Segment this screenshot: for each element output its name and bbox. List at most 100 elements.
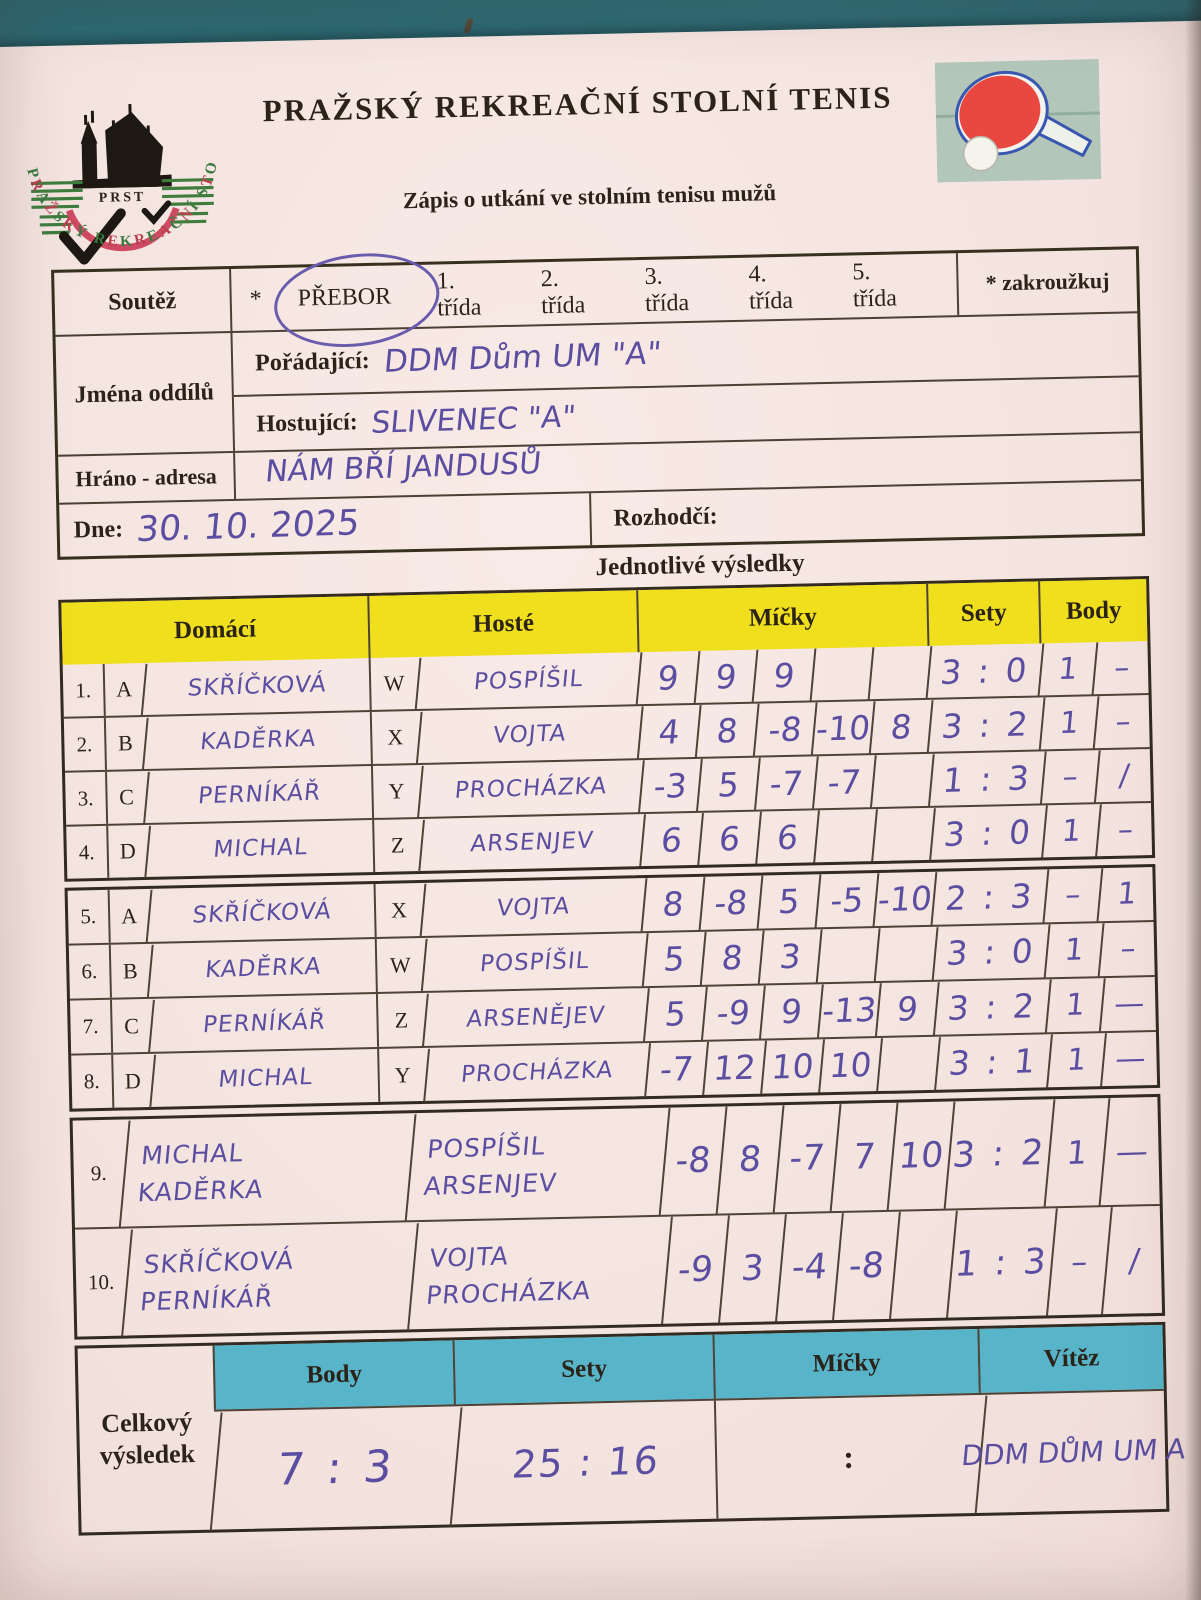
ball-score: 6 [697,811,761,866]
body-home: – [1042,867,1102,923]
ball-score [809,646,873,701]
sets-score: 3 : 0 [925,642,1043,699]
home-pair-player2: PERNÍKÁŘ [138,1282,275,1316]
visiting-label: Hostující: [256,408,359,437]
ball-score: 8 [699,930,763,986]
home-player-letter: B [108,943,150,998]
logo-abbr: PRST [99,190,147,206]
match-number: 10. [87,1269,115,1295]
ball-score: -7 [811,754,875,809]
guest-pair-names: POSPÍŠIL ARSENJEV [404,1106,669,1222]
date-label: Dne: [73,515,124,543]
guest-player-letter: Y [377,1047,427,1102]
ball-score: -7 [772,1103,840,1213]
home-player-letter: D [106,824,148,878]
venue-value: NÁM BŘÍ JANDUSŮ [263,445,543,490]
castle-silhouette [72,104,172,189]
match-number: 4. [78,839,95,864]
team-names-label: Jména oddílů [74,378,215,408]
summary-label: Celkový výsledek [78,1346,217,1533]
doc-title: Zápis o utkání ve stolním tenisu mužů [402,180,777,214]
circle-instruction-note: * zakroužkuj [955,249,1138,316]
ball-score [869,753,933,808]
sets-score: 3 : 2 [932,978,1050,1036]
match-number: 8. [83,1069,100,1094]
ball-score: 9 [693,649,757,704]
body-guest: — [1098,976,1158,1032]
ball-score [815,927,879,983]
home-player-name: MICHAL [149,1047,381,1108]
home-player-letter: A [107,888,149,943]
body-guest: — [1098,1096,1164,1206]
guest-pair-player2: ARSENJEV [422,1167,559,1201]
small-check-mark [141,200,172,225]
guest-player-letter: Z [372,818,422,873]
smile-arc [65,207,180,252]
match-number: 6. [81,959,98,984]
col-header-hoste: Hosté [367,590,638,659]
ball-score: -8 [752,702,816,756]
ball-score: 5 [642,986,706,1042]
guest-player-name: ARSENĚJEV [421,987,648,1047]
sets-score: 3 : 2 [943,1098,1054,1210]
sets-score: 1 : 3 [945,1207,1056,1319]
ball-score: 7 [829,1102,897,1212]
summary-sety-value: 25 : 16 [449,1399,721,1526]
guest-player-letter: W [368,657,418,711]
home-player-name: PERNÍKÁŘ [143,764,375,825]
ball-score: 5 [696,757,759,812]
club-logo-icon: PRST PRAŽSKÝ REKREAČNÍ STOLNÍ TENIS [11,94,221,265]
guest-player-name: ARSENJEV [418,813,645,872]
home-pair-player2: KADĚRKA [136,1173,265,1207]
ball-score: 12 [702,1040,766,1096]
body-home: 1 [1043,1097,1109,1207]
guest-player-letter: X [373,882,423,937]
ball-score: 9 [758,984,822,1039]
ball-score: -10 [872,871,936,927]
org-title: PRAŽSKÝ REKREAČNÍ STOLNÍ TENIS [262,79,893,129]
ball-score: 9 [874,981,938,1037]
match-number: 3. [77,785,94,810]
ball-score: -5 [814,872,878,928]
sets-score: 1 : 3 [927,750,1045,807]
guest-player-letter: X [369,711,419,765]
ball-score [889,1210,956,1320]
guest-player-name: POSPÍŠIL [420,932,647,992]
home-player-letter: D [111,1053,153,1108]
body-guest: / [1093,748,1153,803]
organizer-value: DDM Dům UM "A" [381,335,663,380]
ball-score: -13 [816,982,880,1038]
body-home: – [1039,749,1099,804]
check-mark [58,208,126,265]
sets-score: 3 : 1 [934,1033,1052,1091]
asterisk-mark: * [249,285,263,313]
ball-score [873,926,937,982]
competition-option-5: 5. třída [852,259,898,313]
ball-score: -10 [810,700,874,755]
referee-label: Rozhodčí: [613,502,718,532]
ball-score: 10 [760,1038,824,1094]
ball-score [813,808,877,863]
home-player-name: MICHAL [144,818,376,878]
ball-score: 6 [639,812,703,867]
body-guest: – [1095,802,1154,857]
ball-score: 10 [886,1101,954,1211]
ball-score: -7 [754,756,817,810]
ball-score: 5 [641,931,705,987]
ball-score: 8 [868,699,932,754]
guest-player-letter: W [374,937,424,992]
results-table-singles-2: 5. A SKŘÍČKOVÁ X VOJTA 8 -8 5 -5 -10 2 : 3–1 6. B KAD… [64,863,1161,1112]
match-number: 9. [90,1160,107,1186]
ball-score: 5 [756,874,820,929]
home-player-letter: C [105,770,147,824]
competition-label: Soutěž [107,287,177,316]
summary-body-value: 7 : 3 [209,1405,461,1531]
sets-score: 2 : 3 [930,868,1048,926]
summary-winner-value: DDM DŮM UM A [960,1389,1187,1514]
body-home: 1 [1041,803,1100,858]
col-header-body: Body [1038,579,1148,644]
guest-player-name: VOJTA [415,705,642,765]
ball-score: -3 [638,758,701,813]
home-player-name: SKŘÍČKOVÁ [145,882,377,943]
